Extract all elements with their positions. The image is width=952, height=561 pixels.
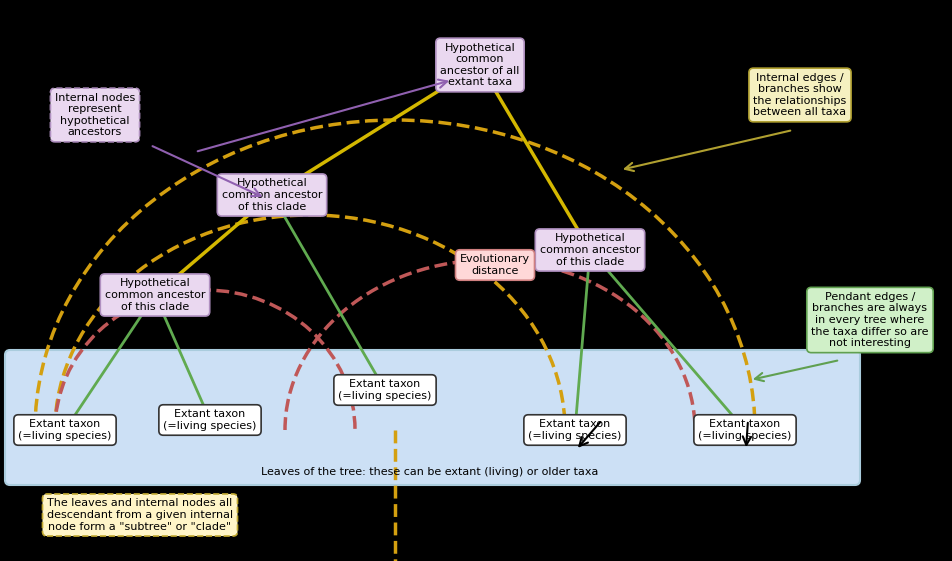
Text: Extant taxon
(=living species): Extant taxon (=living species) — [699, 419, 792, 441]
Text: Hypothetical
common
ancestor of all
extant taxa: Hypothetical common ancestor of all exta… — [441, 43, 520, 88]
FancyBboxPatch shape — [5, 350, 860, 485]
Text: Extant taxon
(=living species): Extant taxon (=living species) — [18, 419, 111, 441]
Text: Hypothetical
common ancestor
of this clade: Hypothetical common ancestor of this cla… — [105, 278, 206, 311]
Text: Evolutionary
distance: Evolutionary distance — [460, 254, 530, 276]
Text: Extant taxon
(=living species): Extant taxon (=living species) — [528, 419, 622, 441]
Text: Hypothetical
common ancestor
of this clade: Hypothetical common ancestor of this cla… — [540, 233, 641, 266]
Text: Internal edges /
branches show
the relationships
between all taxa: Internal edges / branches show the relat… — [753, 72, 846, 117]
Text: The leaves and internal nodes all
descendant from a given internal
node form a ": The leaves and internal nodes all descen… — [47, 498, 233, 532]
Text: Leaves of the tree: these can be extant (living) or older taxa: Leaves of the tree: these can be extant … — [261, 467, 599, 477]
Text: Extant taxon
(=living species): Extant taxon (=living species) — [338, 379, 431, 401]
Text: Internal nodes
represent
hypothetical
ancestors: Internal nodes represent hypothetical an… — [55, 93, 135, 137]
Text: Hypothetical
common ancestor
of this clade: Hypothetical common ancestor of this cla… — [222, 178, 322, 211]
Text: Extant taxon
(=living species): Extant taxon (=living species) — [164, 409, 257, 431]
Text: Pendant edges /
branches are always
in every tree where
the taxa differ so are
n: Pendant edges / branches are always in e… — [811, 292, 929, 348]
